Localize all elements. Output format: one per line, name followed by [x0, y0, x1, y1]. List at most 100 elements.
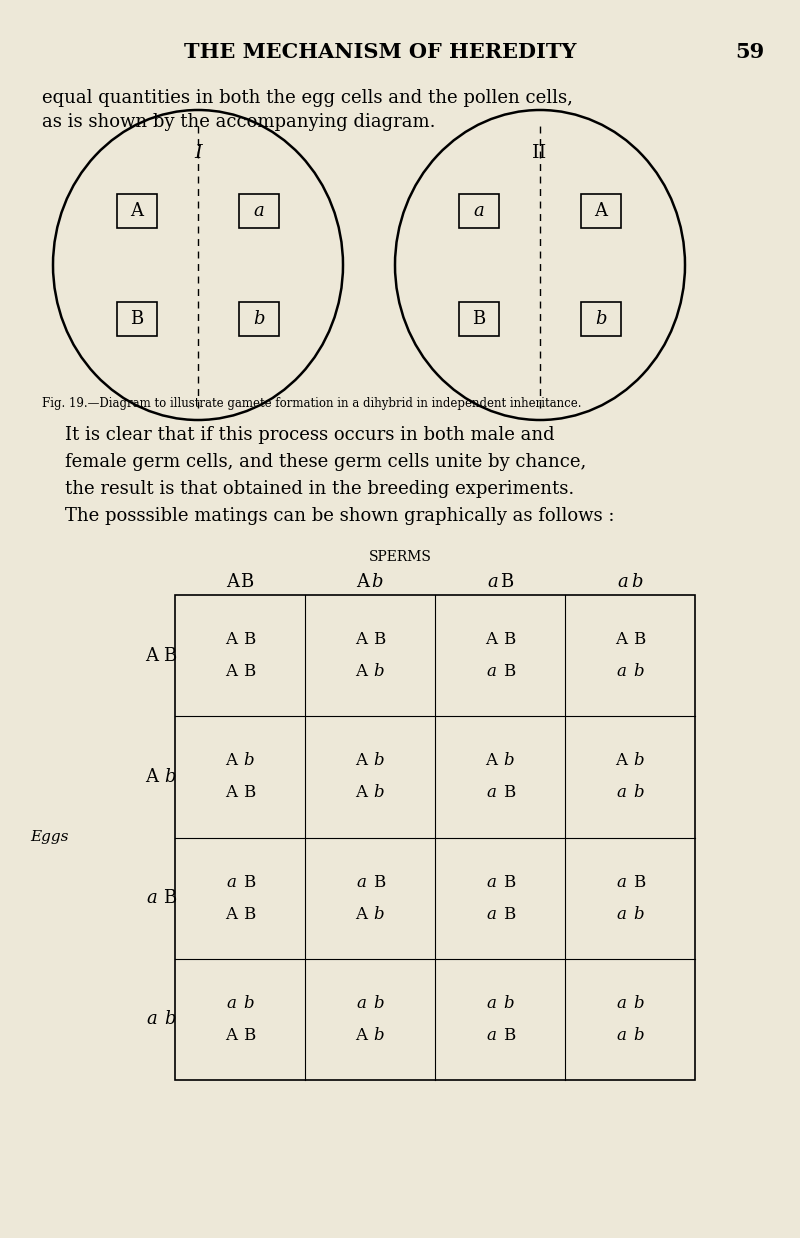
- FancyBboxPatch shape: [459, 302, 499, 337]
- Text: A: A: [355, 785, 367, 801]
- Text: b: b: [595, 311, 606, 328]
- FancyBboxPatch shape: [239, 194, 279, 228]
- Text: THE MECHANISM OF HEREDITY: THE MECHANISM OF HEREDITY: [184, 42, 576, 62]
- Text: B: B: [633, 874, 645, 890]
- Text: b: b: [374, 664, 384, 680]
- FancyBboxPatch shape: [117, 194, 157, 228]
- Text: a: a: [146, 1010, 158, 1029]
- Text: b: b: [504, 753, 514, 769]
- Text: II: II: [532, 144, 548, 162]
- Text: A: A: [594, 202, 607, 220]
- Text: a: a: [486, 1026, 496, 1044]
- Text: as is shown by the accompanying diagram.: as is shown by the accompanying diagram.: [42, 113, 435, 131]
- Text: B: B: [373, 631, 385, 649]
- Text: b: b: [374, 995, 384, 1011]
- Text: The posssible matings can be shown graphically as follows :: The posssible matings can be shown graph…: [65, 508, 614, 525]
- Text: a: a: [616, 1026, 626, 1044]
- Text: A: A: [355, 753, 367, 769]
- FancyBboxPatch shape: [581, 302, 621, 337]
- Text: B: B: [503, 631, 515, 649]
- Text: A: A: [355, 1026, 367, 1044]
- Text: a: a: [254, 202, 264, 220]
- Text: b: b: [634, 906, 644, 922]
- Text: b: b: [164, 768, 176, 786]
- Text: b: b: [374, 906, 384, 922]
- Text: A: A: [225, 1026, 237, 1044]
- Text: A: A: [225, 785, 237, 801]
- Text: A: A: [615, 631, 627, 649]
- Text: It is clear that if this process occurs in both male and: It is clear that if this process occurs …: [65, 426, 554, 444]
- Text: a: a: [616, 874, 626, 890]
- Text: a: a: [616, 785, 626, 801]
- Text: B: B: [130, 311, 144, 328]
- Text: A: A: [355, 664, 367, 680]
- Text: the result is that obtained in the breeding experiments.: the result is that obtained in the breed…: [65, 480, 574, 498]
- Text: a: a: [488, 573, 498, 591]
- Text: a: a: [616, 664, 626, 680]
- Text: SPERMS: SPERMS: [369, 550, 431, 565]
- Text: B: B: [163, 646, 177, 665]
- FancyBboxPatch shape: [239, 302, 279, 337]
- Text: A: A: [130, 202, 144, 220]
- Text: b: b: [164, 1010, 176, 1029]
- Text: a: a: [226, 874, 236, 890]
- Text: b: b: [634, 785, 644, 801]
- Text: a: a: [474, 202, 485, 220]
- Text: A: A: [225, 906, 237, 922]
- Text: B: B: [243, 664, 255, 680]
- Text: A: A: [355, 906, 367, 922]
- Text: B: B: [243, 1026, 255, 1044]
- Text: A: A: [355, 631, 367, 649]
- Text: A: A: [485, 631, 497, 649]
- Text: A: A: [615, 753, 627, 769]
- Text: I: I: [194, 144, 202, 162]
- Text: A: A: [146, 768, 158, 786]
- Text: a: a: [486, 874, 496, 890]
- Text: B: B: [503, 906, 515, 922]
- Text: B: B: [240, 573, 254, 591]
- FancyBboxPatch shape: [117, 302, 157, 337]
- Text: b: b: [374, 753, 384, 769]
- Text: a: a: [618, 573, 628, 591]
- Text: A: A: [485, 753, 497, 769]
- Text: Fig. 19.—Diagram to illustrate gamete formation in a dihybrid in independent inh: Fig. 19.—Diagram to illustrate gamete fo…: [42, 396, 582, 410]
- Text: a: a: [616, 995, 626, 1011]
- Text: b: b: [244, 995, 254, 1011]
- Text: a: a: [146, 889, 158, 907]
- Text: a: a: [486, 995, 496, 1011]
- Text: b: b: [371, 573, 382, 591]
- Text: a: a: [356, 874, 366, 890]
- FancyBboxPatch shape: [581, 194, 621, 228]
- Text: a: a: [486, 664, 496, 680]
- Text: b: b: [631, 573, 642, 591]
- Text: B: B: [503, 785, 515, 801]
- Text: A: A: [226, 573, 239, 591]
- Text: A: A: [225, 664, 237, 680]
- Text: B: B: [373, 874, 385, 890]
- Text: female germ cells, and these germ cells unite by chance,: female germ cells, and these germ cells …: [65, 453, 586, 470]
- Text: a: a: [616, 906, 626, 922]
- Text: A: A: [146, 646, 158, 665]
- Text: b: b: [244, 753, 254, 769]
- Text: b: b: [504, 995, 514, 1011]
- Text: b: b: [634, 1026, 644, 1044]
- Text: b: b: [634, 753, 644, 769]
- Text: B: B: [500, 573, 514, 591]
- Text: B: B: [243, 631, 255, 649]
- Text: B: B: [503, 664, 515, 680]
- Text: A: A: [225, 753, 237, 769]
- Text: B: B: [243, 874, 255, 890]
- Text: A: A: [225, 631, 237, 649]
- Text: Eggs: Eggs: [30, 831, 69, 844]
- Text: B: B: [503, 874, 515, 890]
- Text: a: a: [226, 995, 236, 1011]
- Text: a: a: [486, 785, 496, 801]
- Text: 59: 59: [735, 42, 765, 62]
- Text: b: b: [634, 664, 644, 680]
- Text: a: a: [356, 995, 366, 1011]
- Text: B: B: [633, 631, 645, 649]
- Text: b: b: [634, 995, 644, 1011]
- Text: b: b: [253, 311, 265, 328]
- Text: B: B: [163, 889, 177, 907]
- FancyBboxPatch shape: [459, 194, 499, 228]
